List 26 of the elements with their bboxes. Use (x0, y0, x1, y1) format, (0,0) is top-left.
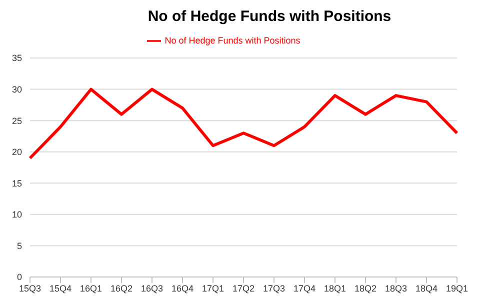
x-tick-label: 17Q4 (293, 283, 316, 294)
x-tick-label: 17Q3 (262, 283, 286, 294)
chart-title: No of Hedge Funds with Positions (146, 7, 392, 27)
y-tick-label: 10 (12, 210, 22, 220)
x-tick-label: 17Q2 (232, 283, 255, 294)
x-tick-label: 16Q1 (80, 283, 102, 294)
x-tick-label: 17Q1 (202, 283, 224, 294)
y-tick-label: 30 (12, 84, 22, 94)
y-tick-label: 35 (12, 53, 22, 64)
y-tick-label: 25 (12, 116, 22, 126)
y-tick-label: 5 (16, 240, 22, 251)
x-tick-label: 18Q2 (354, 283, 377, 294)
x-tick-label: 16Q4 (171, 283, 194, 294)
x-tick-label: 18Q4 (415, 283, 438, 294)
x-tick-label: 18Q3 (384, 283, 408, 294)
x-tick-label: 16Q2 (110, 283, 133, 294)
line-series (28, 88, 458, 160)
x-tick-label: 15Q3 (18, 283, 42, 294)
y-tick-label: 0 (16, 272, 22, 282)
legend-label: No of Hedge Funds with Positions (164, 35, 300, 46)
x-tick-label: 15Q4 (49, 283, 72, 294)
y-tick-label: 15 (12, 178, 22, 188)
x-tick-label: 19Q1 (446, 283, 468, 294)
y-tick-label: 20 (12, 147, 22, 158)
x-tick-label: 18Q1 (324, 283, 346, 294)
x-tick-label: 16Q3 (140, 283, 164, 294)
